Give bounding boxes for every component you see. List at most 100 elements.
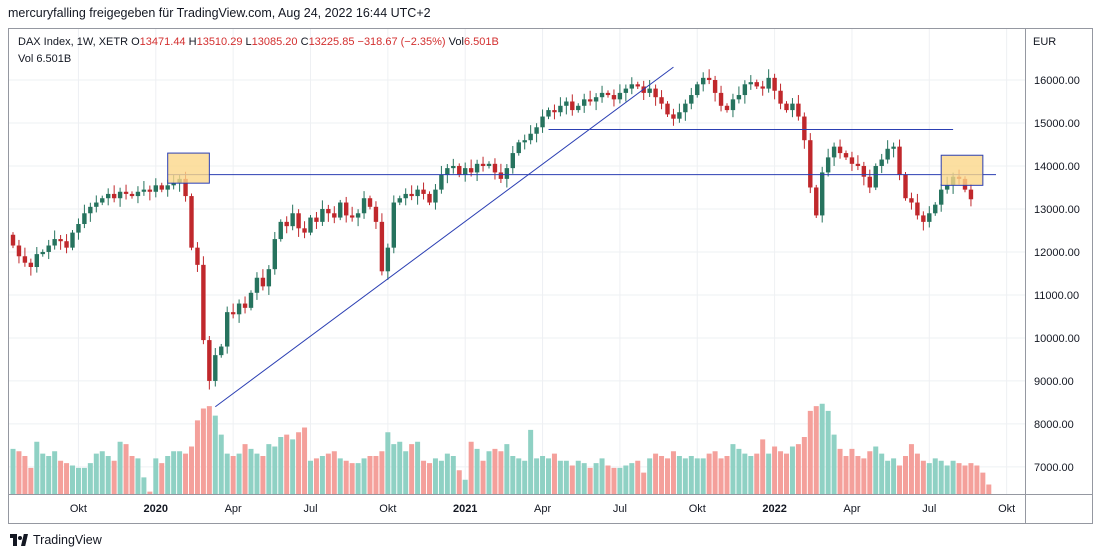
candle-body [40, 251, 45, 255]
candle-body [933, 204, 938, 214]
volume-bar [480, 460, 486, 494]
volume-bar [337, 458, 343, 494]
volume-bar [206, 406, 212, 494]
candle-body [457, 165, 462, 175]
volume-bar [385, 432, 391, 494]
candle-body [897, 146, 902, 175]
candle-body [736, 95, 742, 100]
tradingview-logo-icon [10, 534, 28, 546]
volume-bar [623, 465, 629, 494]
volume-bar [807, 410, 813, 494]
volume-bar [159, 463, 165, 494]
volume-bar [855, 456, 861, 494]
candle-body [944, 185, 950, 190]
volume-bar [10, 448, 16, 494]
candle-body [427, 193, 432, 203]
price-tick-label: 13000.00 [1034, 204, 1080, 216]
volume-bar [189, 446, 194, 494]
candle-body [480, 163, 486, 166]
volume-bar [819, 403, 825, 494]
candle-body [58, 239, 63, 242]
candle-body [326, 208, 331, 214]
volume-bar [831, 434, 837, 494]
volume-bar [629, 463, 635, 494]
candle-body [213, 355, 218, 381]
candle-body [843, 153, 849, 158]
candle-body [10, 234, 16, 246]
currency-label: EUR [1033, 36, 1057, 48]
volume-bar [891, 458, 897, 494]
candle-body [837, 146, 843, 154]
volume-bar [944, 465, 950, 494]
candle-body [629, 84, 634, 89]
time-axis: Okt 2020 Apr Jul Okt 2021 Apr Jul Okt 2022 Apr Jul O… [70, 503, 1015, 515]
volume-bar [534, 458, 540, 494]
candle-body [754, 82, 759, 87]
volume-bar [647, 458, 653, 494]
volume-bar [81, 467, 87, 494]
volume-bar [409, 444, 415, 494]
volume-bar [117, 441, 123, 494]
volume-label[interactable]: Vol [18, 53, 34, 65]
candle-body [129, 193, 135, 197]
volume-bar [920, 460, 926, 494]
volume-bar [789, 446, 795, 494]
volume-bar [873, 446, 879, 494]
volume-bar [224, 453, 230, 494]
volume-bar [766, 453, 772, 494]
symbol-label[interactable]: DAX Index, 1W, XETR [18, 36, 129, 48]
volume-bar [111, 460, 117, 494]
candle-body [284, 221, 289, 227]
volume-bar [105, 456, 111, 494]
volume-bar [682, 458, 688, 494]
candle-body [165, 185, 170, 190]
candle-body [486, 163, 492, 166]
candle-body [653, 88, 658, 98]
candle-body [522, 140, 527, 143]
volume-bar [795, 444, 801, 494]
candle-body [153, 185, 158, 192]
close-value: C13225.85 [300, 36, 355, 48]
volume-bar [599, 458, 605, 494]
candle-body [332, 213, 337, 218]
candle-body [582, 99, 587, 106]
candle-body [266, 269, 272, 287]
candle-body [314, 217, 319, 222]
candle-body [825, 157, 831, 173]
tradingview-footer[interactable]: TradingView [10, 533, 102, 547]
candle-body [141, 189, 147, 192]
volume-bar [171, 451, 177, 494]
price-tick-label: 9000.00 [1034, 376, 1074, 388]
time-tick-label: Jul [303, 503, 317, 515]
volume-bar [861, 458, 867, 494]
volume-bar [587, 467, 593, 494]
candle-body [718, 92, 724, 106]
candle-body [528, 133, 533, 141]
candle-body [671, 114, 676, 119]
volume-bar [897, 465, 903, 494]
candle-body [510, 153, 515, 169]
candle-body [242, 303, 248, 308]
candle-body [349, 215, 355, 218]
candle-body [16, 245, 22, 257]
candle-body [915, 202, 920, 216]
volume-bar [64, 463, 70, 494]
volume-bar [784, 453, 789, 494]
volume-bar [611, 467, 617, 494]
volume-bar [450, 456, 456, 494]
candle-body [849, 157, 855, 164]
candle-body [599, 92, 605, 98]
candle-body [201, 264, 206, 341]
time-tick-label: Apr [534, 503, 551, 515]
candle-body [623, 88, 629, 93]
volume-bar [516, 458, 522, 494]
volume-bar [617, 467, 623, 494]
candle-body [302, 228, 307, 233]
candle-body [831, 146, 837, 158]
price-tick-label: 7000.00 [1034, 462, 1074, 474]
candle-body [677, 112, 682, 119]
candle-body [225, 312, 230, 347]
volume-bar [52, 451, 58, 494]
candle-body [64, 241, 69, 248]
